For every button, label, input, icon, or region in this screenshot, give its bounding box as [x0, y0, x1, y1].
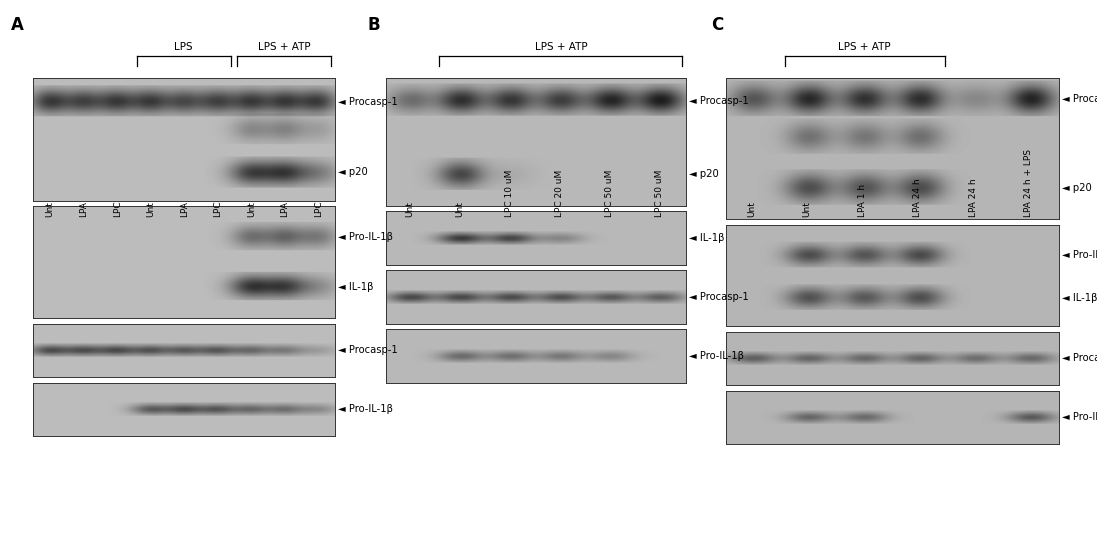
Text: LPC 20 uM: LPC 20 uM [555, 170, 564, 217]
Text: LPS + ATP: LPS + ATP [534, 42, 587, 52]
Text: LPC 50 uM: LPC 50 uM [604, 169, 613, 217]
Text: LPA: LPA [79, 201, 88, 217]
Text: ◄ Procasp-1: ◄ Procasp-1 [1062, 354, 1097, 363]
Text: LPA 24 h + LPS: LPA 24 h + LPS [1025, 149, 1033, 217]
Text: LPA: LPA [281, 201, 290, 217]
Text: Unt: Unt [146, 201, 155, 217]
Text: B: B [367, 16, 381, 34]
Text: Unt: Unt [747, 201, 756, 217]
Text: LPS: LPS [174, 42, 193, 52]
Text: ◄ IL-1β: ◄ IL-1β [338, 282, 373, 292]
Text: ◄ Procasp-1: ◄ Procasp-1 [689, 96, 748, 106]
Text: ◄ Pro-IL-1β: ◄ Pro-IL-1β [338, 404, 393, 414]
Text: LPC: LPC [213, 200, 223, 217]
Text: Unt: Unt [405, 201, 414, 217]
Text: ◄ IL-1β: ◄ IL-1β [1062, 293, 1097, 303]
Text: C: C [711, 16, 723, 34]
Text: ◄ p20: ◄ p20 [1062, 183, 1092, 193]
Text: Unt: Unt [803, 201, 812, 217]
Text: LPC 50 uM: LPC 50 uM [655, 169, 664, 217]
Text: LPS + ATP: LPS + ATP [838, 42, 891, 52]
Text: LPC: LPC [314, 200, 323, 217]
Text: ◄ Pro-IL-1β: ◄ Pro-IL-1β [1062, 412, 1097, 422]
Text: LPA 1 h: LPA 1 h [858, 184, 867, 217]
Text: ◄ Procasp-1: ◄ Procasp-1 [689, 292, 748, 302]
Text: ◄ Procasp-1: ◄ Procasp-1 [338, 346, 397, 355]
Text: Unt: Unt [455, 201, 464, 217]
Text: ◄ Pro-IL-1β: ◄ Pro-IL-1β [1062, 250, 1097, 260]
Text: Unt: Unt [247, 201, 256, 217]
Text: ◄ Pro-IL-1β: ◄ Pro-IL-1β [689, 351, 744, 361]
Text: LPA 24 h: LPA 24 h [914, 178, 923, 217]
Text: ◄ Pro-IL-1β: ◄ Pro-IL-1β [338, 232, 393, 242]
Text: ◄ p20: ◄ p20 [338, 167, 367, 177]
Text: LPS + ATP: LPS + ATP [258, 42, 310, 52]
Text: ◄ p20: ◄ p20 [689, 169, 719, 179]
Text: A: A [11, 16, 24, 34]
Text: LPA 24 h: LPA 24 h [969, 178, 977, 217]
Text: ◄ Procasp-1: ◄ Procasp-1 [1062, 94, 1097, 104]
Text: ◄ IL-1β: ◄ IL-1β [689, 233, 724, 243]
Text: ◄ Procasp-1: ◄ Procasp-1 [338, 97, 397, 107]
Text: LPC: LPC [113, 200, 122, 217]
Text: Unt: Unt [46, 201, 55, 217]
Text: LPC 10 uM: LPC 10 uM [505, 169, 513, 217]
Text: LPA: LPA [180, 201, 189, 217]
